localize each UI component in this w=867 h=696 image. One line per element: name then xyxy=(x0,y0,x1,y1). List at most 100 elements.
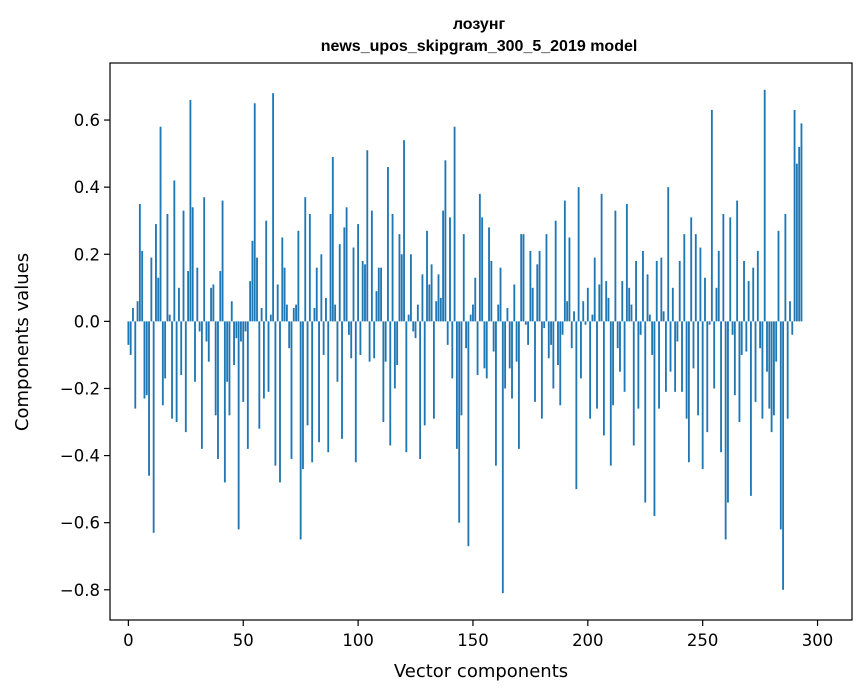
bar xyxy=(559,321,562,406)
bar xyxy=(182,210,185,322)
bar xyxy=(570,321,573,349)
bar xyxy=(173,180,176,322)
bar xyxy=(580,321,582,379)
bar xyxy=(632,321,635,446)
bar xyxy=(189,99,192,322)
bar xyxy=(279,321,281,483)
bar xyxy=(685,321,688,419)
bar xyxy=(607,297,610,322)
x-tick-label: 150 xyxy=(457,631,489,650)
bar xyxy=(789,301,791,322)
bar xyxy=(322,321,325,355)
bar xyxy=(251,240,254,322)
bar xyxy=(228,321,231,416)
bar xyxy=(384,321,387,362)
bar xyxy=(646,274,649,322)
bar xyxy=(639,321,642,335)
bar xyxy=(600,193,603,322)
bar xyxy=(274,321,277,466)
bar xyxy=(217,321,219,459)
bar xyxy=(623,321,626,392)
bar xyxy=(161,321,164,406)
bar xyxy=(432,321,435,419)
x-tick-label: 300 xyxy=(802,631,834,650)
bar xyxy=(614,210,617,322)
bar xyxy=(157,277,160,322)
bar xyxy=(485,321,488,379)
bar xyxy=(713,321,716,389)
bar xyxy=(724,321,727,540)
bar xyxy=(635,260,637,322)
bar xyxy=(134,321,137,409)
bar xyxy=(446,321,449,345)
bar xyxy=(561,321,564,335)
bar xyxy=(474,277,477,322)
bar xyxy=(437,274,440,322)
bar xyxy=(701,321,704,470)
bar xyxy=(733,321,736,396)
bar xyxy=(540,321,543,419)
y-tick-label: 0.4 xyxy=(74,178,100,197)
bar xyxy=(644,321,647,503)
bar xyxy=(359,321,362,355)
bar xyxy=(501,321,504,594)
bar xyxy=(175,321,178,423)
bar xyxy=(621,281,624,322)
bars-group xyxy=(127,89,803,594)
bar xyxy=(517,321,520,449)
bar xyxy=(203,197,206,322)
bar xyxy=(354,321,357,463)
bar xyxy=(800,123,803,322)
bar xyxy=(743,260,745,322)
bar xyxy=(536,264,539,322)
y-tick-label: 0.6 xyxy=(74,111,100,130)
bar xyxy=(798,146,801,322)
bar xyxy=(683,234,686,322)
bar xyxy=(467,321,470,547)
bar xyxy=(281,237,284,322)
bar xyxy=(398,234,401,322)
bar xyxy=(465,321,467,349)
bar xyxy=(472,304,474,322)
bar xyxy=(520,234,523,322)
bar xyxy=(667,187,670,322)
bar xyxy=(791,321,794,335)
bar xyxy=(191,207,194,322)
bar xyxy=(596,321,598,409)
bar xyxy=(736,200,739,322)
x-tick-label: 250 xyxy=(687,631,719,650)
bar xyxy=(364,264,366,322)
bar xyxy=(729,217,732,322)
bar xyxy=(391,213,394,322)
bar xyxy=(722,213,725,322)
bar xyxy=(370,210,373,322)
bar xyxy=(196,267,199,322)
bar xyxy=(687,321,690,463)
bar xyxy=(513,284,516,322)
bar xyxy=(412,321,415,332)
bar xyxy=(538,250,541,322)
bar xyxy=(582,301,585,322)
bar xyxy=(315,267,318,322)
bar xyxy=(750,321,752,496)
bar xyxy=(336,321,339,382)
bar xyxy=(747,281,750,322)
bar xyxy=(143,321,146,399)
x-tick-label: 200 xyxy=(572,631,604,650)
bar xyxy=(678,260,681,322)
bar xyxy=(393,321,396,389)
bar xyxy=(194,321,196,382)
bar xyxy=(504,321,507,389)
bar xyxy=(430,264,433,322)
bar xyxy=(784,213,787,322)
bar xyxy=(352,247,355,322)
bar xyxy=(136,301,139,322)
bar xyxy=(740,321,743,355)
bar xyxy=(141,250,144,322)
y-tick-label: 0.0 xyxy=(74,312,100,331)
bar xyxy=(547,321,550,359)
bar xyxy=(584,321,587,325)
y-tick-label: 0.2 xyxy=(74,245,100,264)
bar xyxy=(327,321,330,453)
bar xyxy=(416,304,419,322)
